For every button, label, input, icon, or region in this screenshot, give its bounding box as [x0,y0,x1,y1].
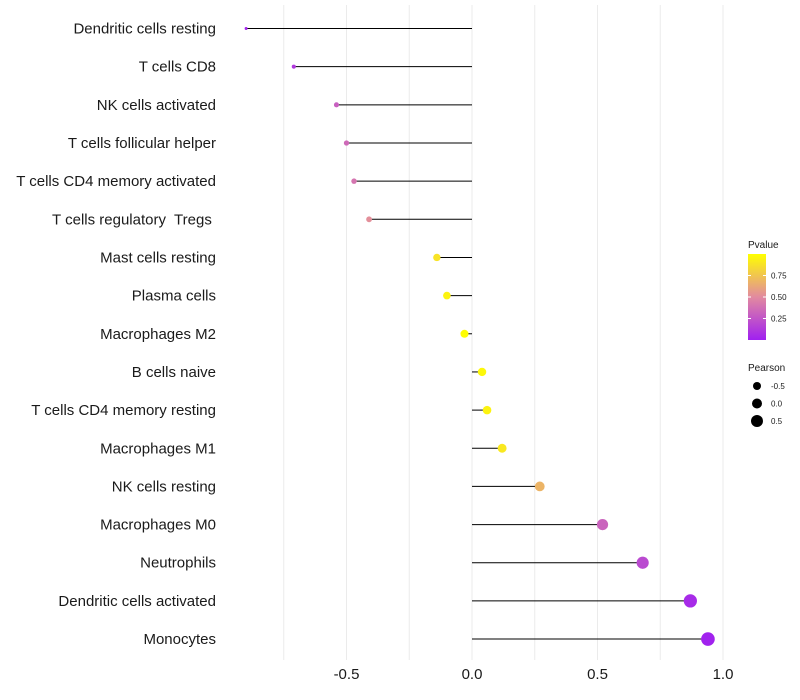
lollipop-point [460,329,469,338]
x-axis-tick-labels: -0.5 0.0 0.5 1.0 [334,666,734,683]
pvalue-colorbar [748,254,766,340]
lollipop-point [636,556,649,569]
category-label: Neutrophils [140,555,216,572]
category-label: Macrophages M0 [100,517,216,534]
category-label: T cells follicular helper [68,135,216,152]
lollipop-point [683,594,697,608]
pearson-legend: Pearson -0.5 0.0 0.5 [748,363,785,427]
x-tick-label: 0.0 [462,666,483,683]
lollipop-point [497,443,507,453]
category-label: T cells regulatory Tregs [52,211,216,228]
point-layer [244,27,715,646]
category-label: Plasma cells [132,288,216,305]
category-label: T cells CD4 memory resting [31,402,216,419]
pearson-legend-keys: -0.5 0.0 0.5 [751,382,785,427]
category-label: T cells CD8 [139,59,216,76]
x-tick-label: -0.5 [334,666,360,683]
pvalue-legend: Pvalue 0.25 0.50 0.75 [748,240,787,340]
category-label: Dendritic cells activated [58,593,216,610]
category-label: NK cells resting [112,478,216,495]
category-label: B cells naive [132,364,216,381]
category-label: Mast cells resting [100,249,216,266]
pearson-legend-title: Pearson [748,363,785,374]
stem-layer [246,28,708,640]
pearson-key-label: -0.5 [771,382,785,391]
lollipop-point [244,27,248,30]
pearson-key-dot [753,382,761,390]
lollipop-point [433,253,441,262]
grid-layer [283,5,724,660]
x-tick-label: 0.5 [587,666,608,683]
category-label: Monocytes [143,631,216,648]
pearson-key-dot [751,415,763,427]
pvalue-legend-title: Pvalue [748,240,779,251]
lollipop-point [366,216,373,223]
pvalue-legend-ticks: 0.25 0.50 0.75 [748,272,787,324]
category-label: Macrophages M2 [100,326,216,343]
lollipop-point [477,367,487,377]
lollipop-point [482,405,492,415]
lollipop-point [534,481,545,492]
category-label: T cells CD4 memory activated [16,173,216,190]
pearson-key-label: 0.5 [771,417,783,426]
category-label: NK cells activated [97,97,216,114]
pvalue-tick-label: 0.50 [771,293,787,302]
pearson-key-label: 0.0 [771,400,783,409]
pvalue-tick-label: 0.25 [771,315,787,324]
lollipop-point [351,178,357,184]
category-label: Macrophages M1 [100,440,216,457]
lollipop-point [443,291,451,300]
category-labels: Dendritic cells resting T cells CD8 NK cel… [16,21,216,649]
lollipop-point [291,64,296,69]
x-tick-label: 1.0 [713,666,734,683]
lollipop-point [701,632,715,646]
pvalue-tick-label: 0.75 [771,272,787,281]
pearson-key-dot [752,398,762,409]
category-label: Dendritic cells resting [73,21,216,38]
lollipop-point [596,518,609,531]
lollipop-point [343,140,350,146]
lollipop-point [333,102,340,108]
